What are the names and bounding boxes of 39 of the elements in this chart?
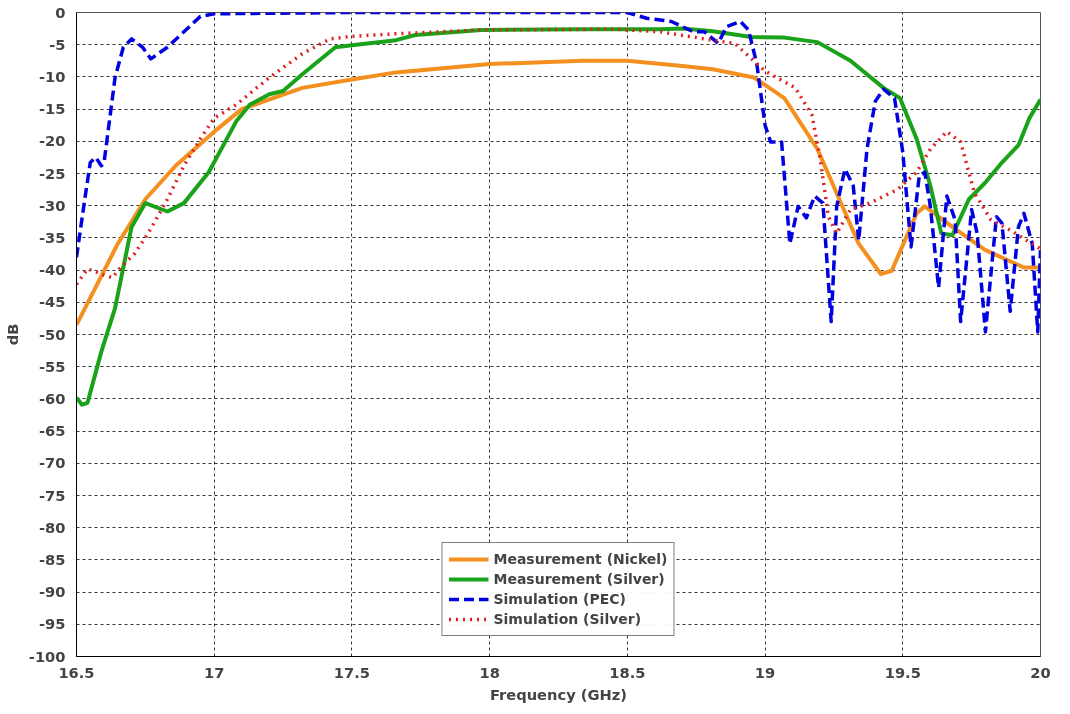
x-tick-label: 18.5 [609,663,646,681]
y-tick-label: -15 [39,100,66,118]
legend-label: Simulation (Silver) [493,611,642,627]
x-tick-label: 20 [1030,663,1051,681]
y-tick-label: -100 [28,647,66,665]
y-tick-label: -80 [39,518,66,536]
y-tick-label: -40 [39,261,66,279]
y-tick-label: 0 [55,3,66,21]
y-tick-label: -65 [39,422,66,440]
line-series [76,26,1041,407]
y-tick-label: -10 [39,67,66,85]
legend-label: Measurement (Nickel) [493,551,668,567]
x-tick-label: 16.5 [58,663,95,681]
x-axis-title: Frequency (GHz) [489,685,628,703]
legend-label: Simulation (PEC) [493,591,627,607]
y-tick-label: -50 [39,325,66,343]
y-tick-label: -5 [49,35,66,53]
x-tick-label: 19 [754,663,776,681]
legend-label: Measurement (Silver) [493,571,665,587]
line-series [76,12,1041,334]
y-tick-label: -90 [39,583,66,601]
y-tick-label: -70 [39,454,66,472]
y-axis-title: dB [3,323,21,346]
y-tick-label: -25 [39,164,66,182]
y-tick-label: -60 [39,389,66,407]
y-tick-label: -35 [39,228,66,246]
y-tick-label: -95 [39,615,66,633]
line-series [76,27,1041,287]
y-tick-label: -20 [39,132,66,150]
x-tick-label: 18 [479,663,500,681]
x-tick-label: 17.5 [333,663,371,681]
x-tick-label: 19.5 [884,663,921,681]
x-tick-label: 17 [204,663,225,681]
y-tick-label: -30 [39,196,66,214]
y-tick-label: -75 [39,486,66,504]
y-tick-label: -55 [39,357,66,375]
y-tick-label: -45 [39,293,66,311]
line-series [76,58,1041,327]
y-tick-label: -85 [39,550,66,568]
